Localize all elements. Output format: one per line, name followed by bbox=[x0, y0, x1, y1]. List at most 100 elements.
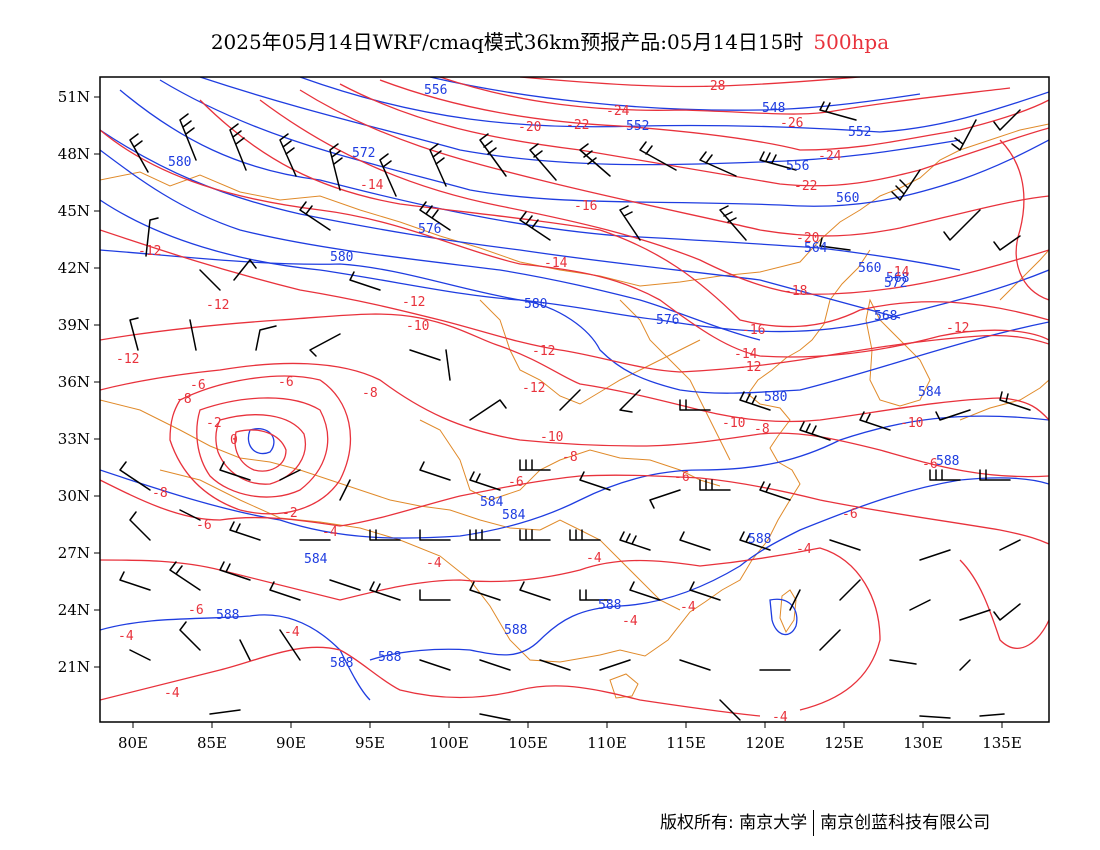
height-label: 588 bbox=[748, 532, 771, 547]
temperature-label: -4 bbox=[118, 629, 134, 644]
wind-barb bbox=[891, 169, 921, 201]
lat-label: 24N bbox=[58, 601, 90, 619]
height-label: 552 bbox=[848, 125, 871, 140]
temperature-label: -22 bbox=[794, 179, 817, 194]
temp-contour-minus8 bbox=[100, 362, 1049, 478]
lat-label: 27N bbox=[58, 544, 90, 562]
temperature-label: -6 bbox=[508, 475, 524, 490]
temperature-label: -12 bbox=[946, 321, 969, 336]
province-a bbox=[419, 419, 721, 501]
height-contour-560 bbox=[159, 79, 1049, 207]
temperature-label: -10 bbox=[540, 430, 563, 445]
temperature-label: -4 bbox=[796, 542, 812, 557]
temp-contour-minus28 bbox=[519, 77, 861, 88]
wind-barb bbox=[145, 217, 159, 257]
lon-label: 110E bbox=[587, 734, 627, 752]
temperature-label: -10 bbox=[406, 319, 429, 334]
wind-barb bbox=[339, 479, 351, 501]
wind-barb bbox=[699, 479, 731, 491]
wind-barb bbox=[479, 133, 507, 177]
lat-label: 36N bbox=[58, 373, 90, 391]
height-contour-556 bbox=[199, 77, 961, 166]
taiwan-island bbox=[779, 589, 797, 634]
copyright-footer: 版权所有: 南京大学 南京创蓝科技有限公司 bbox=[660, 808, 990, 836]
height-contour-568 bbox=[100, 129, 901, 319]
height-label: 588 bbox=[216, 608, 239, 623]
height-label: 588 bbox=[330, 656, 353, 671]
wind-barb bbox=[229, 521, 261, 541]
temperature-label: -4 bbox=[284, 625, 300, 640]
wind-barb bbox=[959, 609, 991, 621]
wind-barb bbox=[479, 659, 511, 671]
wind-barb bbox=[629, 581, 661, 601]
height-contour-580b bbox=[247, 428, 275, 455]
wind-barb bbox=[529, 143, 557, 181]
wind-barb bbox=[889, 659, 917, 665]
height-contour-580 bbox=[100, 249, 1049, 394]
height-contour-572 bbox=[100, 149, 761, 341]
wind-barb bbox=[819, 237, 851, 251]
wind-barb bbox=[279, 469, 301, 481]
wind-barb bbox=[299, 201, 331, 231]
wind-barb bbox=[739, 391, 771, 411]
wind-barb bbox=[419, 659, 451, 671]
wind-barb bbox=[349, 271, 381, 291]
height-contour-588b bbox=[769, 598, 798, 636]
temp-contour-minus12 bbox=[100, 229, 1049, 373]
wind-barb bbox=[909, 599, 931, 611]
temp-contour-warm-core-d bbox=[234, 429, 287, 472]
wind-barb bbox=[369, 529, 401, 541]
wind-barb bbox=[999, 391, 1031, 411]
wind-barb bbox=[559, 389, 581, 411]
wind-barb bbox=[179, 509, 201, 521]
wind-barb bbox=[689, 581, 721, 601]
temperature-label: -4 bbox=[772, 710, 788, 725]
wind-barb bbox=[279, 133, 297, 177]
province-c bbox=[539, 519, 681, 611]
wind-barb bbox=[479, 713, 511, 721]
height-label: 588 bbox=[378, 650, 401, 665]
wind-barb bbox=[719, 699, 741, 721]
wind-barb bbox=[409, 349, 441, 361]
temperature-label: -6 bbox=[842, 507, 858, 522]
temperature-label: -14 bbox=[734, 347, 758, 362]
wind-barb bbox=[839, 579, 861, 601]
height-label: 584 bbox=[304, 552, 328, 567]
footer-divider bbox=[813, 810, 815, 836]
wind-barb bbox=[619, 531, 651, 551]
height-contour-584 bbox=[100, 415, 1049, 539]
coastline-borders bbox=[100, 123, 1049, 699]
wind-barb bbox=[999, 539, 1021, 551]
japan-kyushu bbox=[959, 379, 1049, 421]
height-label: 556 bbox=[786, 159, 809, 174]
map-title: 2025年05月14日WRF/cmaq模式36km预报产品:05月14日15时 5… bbox=[0, 26, 1100, 55]
wind-barb bbox=[255, 325, 277, 351]
wind-barb bbox=[119, 571, 151, 591]
wind-barb bbox=[979, 469, 1011, 481]
temperature-label: -4 bbox=[164, 686, 180, 701]
pressure-level: 500hpa bbox=[813, 30, 890, 54]
wind-barb bbox=[679, 659, 711, 671]
height-label: 588 bbox=[598, 598, 621, 613]
temperature-label: -6 bbox=[196, 518, 212, 533]
wind-barb bbox=[129, 649, 151, 661]
wind-barb bbox=[789, 589, 801, 611]
temperature-label: -4 bbox=[322, 525, 338, 540]
lat-label: 21N bbox=[58, 658, 90, 676]
temperature-label: -10 bbox=[722, 416, 745, 431]
temp-contour-minus22 bbox=[339, 83, 1049, 187]
height-label-layer: 556 548 552 552 556 560 564 568 572 576 … bbox=[168, 83, 959, 671]
temp-contour-minus6 bbox=[100, 474, 1049, 545]
wind-barb bbox=[719, 205, 747, 241]
temperature-label: -22 bbox=[566, 118, 589, 133]
lat-label: 39N bbox=[58, 316, 90, 334]
lat-label: 51N bbox=[58, 88, 90, 106]
wind-barb bbox=[993, 235, 1021, 251]
temp-contour-minus24 bbox=[379, 79, 1049, 151]
wind-barb bbox=[419, 201, 451, 231]
temperature-label: -28 bbox=[702, 79, 725, 94]
wind-barb bbox=[239, 639, 251, 661]
temp-contour-warm-core-b bbox=[196, 397, 329, 498]
lon-labels: 80E 85E 90E 95E 100E 105E 110E 115E 120E… bbox=[118, 734, 1022, 752]
